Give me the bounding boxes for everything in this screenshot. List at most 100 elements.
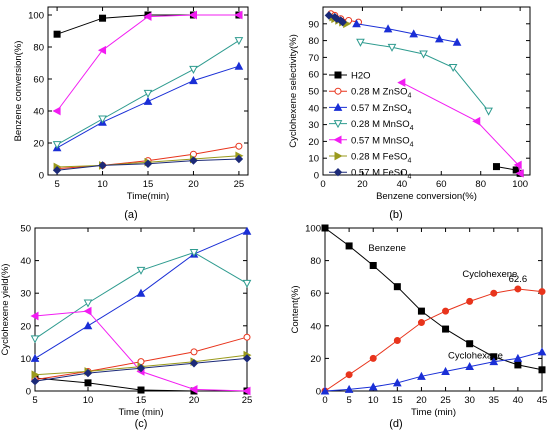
data-point-mn057 bbox=[242, 386, 251, 396]
series-label-cyclohexane: Cyclohexane bbox=[448, 350, 503, 361]
data-point-fe057 bbox=[136, 363, 146, 373]
data-point-zn057 bbox=[30, 353, 40, 362]
x-tick-label: 20 bbox=[188, 179, 199, 190]
data-point-mn057 bbox=[188, 10, 197, 20]
panel-caption: (b) bbox=[389, 209, 402, 221]
data-point-cyclohexane bbox=[537, 347, 547, 356]
series-line-benzene bbox=[324, 227, 543, 371]
series-line-cyclohexene bbox=[324, 288, 543, 392]
legend-label-subscript: 4 bbox=[408, 158, 412, 165]
data-point-cyclohexane bbox=[513, 353, 523, 362]
data-point-cyclohexene bbox=[514, 285, 522, 293]
x-tick-label: 15 bbox=[136, 395, 147, 406]
legend-label-h2o: H2O bbox=[351, 71, 371, 82]
data-point-mn028 bbox=[448, 63, 458, 73]
data-point-mn028 bbox=[30, 335, 40, 344]
data-point-mn057 bbox=[83, 306, 92, 316]
x-tick-label: 25 bbox=[234, 179, 245, 190]
data-point-fe057 bbox=[98, 161, 107, 170]
x-tick-label: 20 bbox=[416, 395, 427, 406]
data-point-benzene bbox=[417, 307, 425, 315]
legend-label-subscript: 4 bbox=[408, 93, 412, 100]
x-axis-label: Time (min) bbox=[118, 407, 163, 418]
y-axis-label: Content(%) bbox=[290, 285, 301, 333]
data-point-benzene bbox=[393, 283, 401, 291]
data-point-zn057 bbox=[234, 61, 244, 70]
y-tick-label: 100 bbox=[28, 11, 44, 22]
y-tick-label: 10 bbox=[308, 154, 319, 165]
x-tick-label: 0 bbox=[322, 395, 327, 406]
data-point-fe057 bbox=[83, 368, 93, 378]
data-point-mn028 bbox=[242, 279, 252, 288]
data-point-mn028 bbox=[189, 248, 199, 258]
data-point-mn028 bbox=[419, 50, 428, 59]
series-zn057 bbox=[52, 61, 244, 152]
x-tick-label: 20 bbox=[189, 395, 200, 406]
series-cyclohexane bbox=[320, 347, 547, 395]
series-mn057 bbox=[52, 10, 243, 116]
legend-label-text: 0.57 M FeSO bbox=[351, 168, 408, 179]
data-point-mn057 bbox=[189, 385, 198, 394]
legend-label-text: 0.57 M MnSO bbox=[351, 135, 410, 146]
data-point-cyclohexane bbox=[392, 378, 402, 387]
data-point-mn028 bbox=[52, 141, 62, 150]
data-point-mn028 bbox=[136, 266, 146, 275]
x-tick-label: 5 bbox=[346, 395, 351, 406]
data-point-mn028 bbox=[356, 38, 365, 47]
data-point-benzene bbox=[538, 366, 546, 374]
data-point-mn057 bbox=[397, 78, 406, 87]
data-point-zn057 bbox=[409, 29, 419, 38]
data-point-cyclohexane bbox=[417, 371, 426, 380]
data-point-zn057 bbox=[383, 24, 393, 33]
legend-label-subscript: 4 bbox=[408, 174, 412, 181]
legend-marker-mn028 bbox=[333, 120, 343, 129]
series-zn057 bbox=[352, 19, 462, 46]
series-mn028 bbox=[52, 37, 244, 150]
x-tick-label: 20 bbox=[357, 179, 368, 190]
data-point-benzene bbox=[321, 224, 329, 232]
plot-frame bbox=[324, 227, 543, 392]
x-tick-label: 5 bbox=[54, 179, 59, 190]
x-tick-label: 15 bbox=[392, 395, 403, 406]
data-point-fe028 bbox=[31, 370, 40, 380]
data-point-cyclohexane bbox=[465, 361, 475, 371]
data-point-mn028 bbox=[484, 107, 493, 116]
data-point-mn057 bbox=[472, 116, 481, 126]
x-tick-label: 5 bbox=[32, 395, 37, 406]
y-tick-label: 40 bbox=[33, 107, 44, 118]
y-tick-label: 20 bbox=[20, 321, 31, 332]
series-cyclohexene bbox=[321, 285, 546, 395]
data-point-benzene bbox=[442, 325, 450, 333]
x-tick-label: 10 bbox=[83, 395, 94, 406]
peak-annotation: 62.6 bbox=[509, 274, 528, 285]
y-tick-label: 40 bbox=[20, 256, 31, 267]
legend-label-text: H2O bbox=[351, 71, 371, 82]
data-point-zn057 bbox=[136, 288, 146, 297]
legend-marker-h2o bbox=[334, 71, 342, 79]
data-point-zn057 bbox=[83, 321, 93, 330]
x-tick-label: 15 bbox=[143, 179, 154, 190]
series-mn057 bbox=[397, 78, 524, 178]
data-point-mn028 bbox=[143, 89, 153, 98]
data-point-zn057 bbox=[242, 226, 252, 235]
y-tick-label: 10 bbox=[20, 354, 31, 365]
legend-marker-fe057 bbox=[333, 167, 343, 177]
data-point-cyclohexane bbox=[441, 366, 450, 375]
legend-label-text: 0.28 M ZnSO bbox=[351, 87, 408, 98]
y-tick-label: 0 bbox=[316, 387, 321, 398]
x-tick-label: 10 bbox=[97, 179, 108, 190]
data-point-cyclohexene bbox=[393, 336, 401, 344]
data-point-fe057 bbox=[242, 354, 252, 363]
legend-label-text: 0.28 M FeSO bbox=[351, 152, 408, 163]
y-tick-label: 60 bbox=[310, 289, 321, 300]
series-mn057 bbox=[30, 306, 251, 396]
y-tick-label: 40 bbox=[308, 103, 319, 114]
y-tick-label: 20 bbox=[310, 354, 321, 365]
y-tick-label: 20 bbox=[33, 139, 44, 150]
series-line-mn057 bbox=[34, 310, 248, 392]
data-point-mn057 bbox=[97, 45, 107, 55]
data-point-cyclohexane bbox=[368, 382, 378, 391]
legend-label-subscript: 4 bbox=[408, 109, 412, 116]
legend-label-subscript: 4 bbox=[410, 141, 414, 148]
